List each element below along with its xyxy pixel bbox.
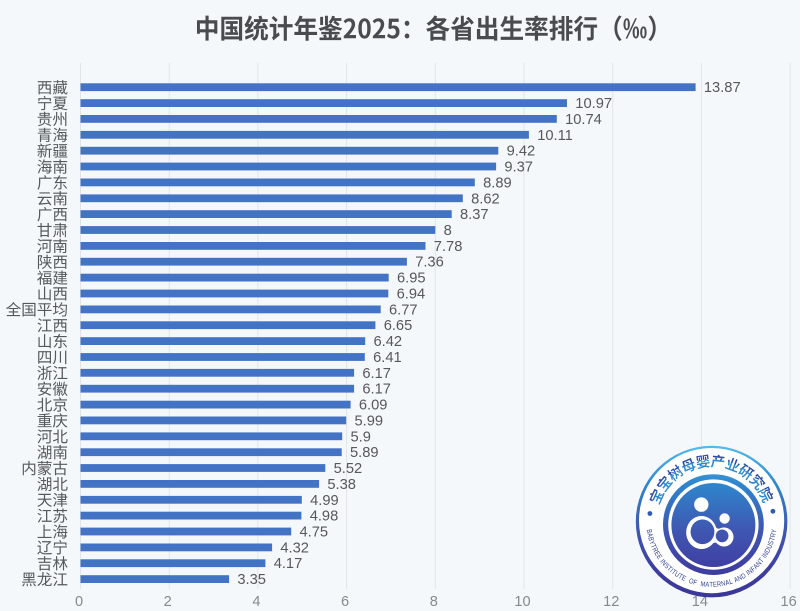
svg-text:U: U [766, 543, 775, 550]
svg-text:T: T [670, 568, 677, 576]
svg-text:B: B [646, 536, 654, 542]
svg-text:T: T [649, 543, 657, 549]
svg-text:5.52: 5.52 [334, 461, 363, 477]
svg-text:N: N [762, 550, 771, 558]
svg-text:A: A [645, 532, 653, 538]
svg-text:U: U [673, 571, 681, 580]
svg-text:8: 8 [430, 594, 438, 610]
svg-text:F: F [692, 579, 697, 587]
svg-text:I: I [745, 570, 751, 577]
svg-text:N: N [746, 568, 754, 577]
svg-text:Y: Y [770, 528, 778, 534]
svg-text:F: F [750, 565, 758, 573]
svg-text:A: A [705, 581, 710, 589]
svg-text:T: T [758, 557, 766, 565]
svg-text:9.42: 9.42 [507, 144, 536, 160]
svg-text:4: 4 [252, 594, 260, 610]
svg-text:7.78: 7.78 [434, 239, 463, 255]
svg-text:8.62: 8.62 [471, 191, 500, 207]
svg-text:4.98: 4.98 [310, 509, 339, 525]
svg-text:R: R [650, 547, 659, 554]
svg-text:4.17: 4.17 [274, 556, 303, 572]
svg-text:E: E [713, 581, 718, 589]
svg-text:5.89: 5.89 [350, 445, 379, 461]
svg-text:I: I [761, 554, 768, 560]
svg-text:3.35: 3.35 [237, 572, 266, 588]
svg-text:5.38: 5.38 [327, 477, 356, 493]
svg-text:A: A [752, 562, 761, 571]
svg-text:10: 10 [514, 594, 530, 610]
svg-text:16: 16 [780, 594, 796, 610]
svg-text:E: E [655, 553, 664, 561]
svg-text:6.41: 6.41 [373, 350, 402, 366]
svg-text:I: I [668, 567, 674, 574]
svg-text:6.42: 6.42 [374, 334, 403, 350]
svg-text:L: L [728, 578, 734, 586]
svg-text:10.74: 10.74 [565, 112, 602, 128]
svg-text:6: 6 [341, 594, 349, 610]
svg-text:6.77: 6.77 [389, 302, 418, 318]
svg-text:S: S [767, 539, 776, 546]
svg-text:5.99: 5.99 [355, 413, 384, 429]
svg-text:4.99: 4.99 [310, 493, 339, 509]
svg-text:I: I [658, 558, 665, 564]
svg-text:8: 8 [444, 223, 452, 239]
svg-text:4.32: 4.32 [280, 540, 309, 556]
svg-text:5.9: 5.9 [351, 429, 371, 445]
svg-text:A: A [733, 576, 740, 585]
svg-text:S: S [662, 562, 671, 571]
svg-text:D: D [764, 547, 773, 554]
svg-text:10.11: 10.11 [537, 128, 573, 144]
svg-text:6.17: 6.17 [362, 382, 391, 398]
svg-text:8.37: 8.37 [460, 207, 489, 223]
svg-text:R: R [717, 581, 722, 589]
svg-text:T: T [665, 565, 673, 573]
svg-text:2: 2 [164, 594, 172, 610]
svg-text:T: T [709, 581, 713, 589]
svg-text:8.89: 8.89 [483, 175, 512, 191]
svg-text:6.95: 6.95 [397, 271, 426, 287]
svg-text:E: E [652, 550, 661, 558]
svg-text:B: B [645, 529, 653, 534]
svg-text:6.94: 6.94 [397, 287, 426, 303]
svg-text:D: D [740, 572, 748, 581]
svg-text:T: T [769, 536, 777, 542]
svg-text:10.97: 10.97 [575, 96, 612, 112]
svg-text:N: N [755, 560, 764, 568]
svg-text:M: M [700, 580, 706, 588]
svg-text:6.09: 6.09 [359, 398, 388, 414]
svg-text:O: O [688, 577, 695, 586]
svg-text:6.65: 6.65 [384, 318, 413, 334]
svg-text:13.87: 13.87 [704, 80, 741, 96]
svg-text:7.36: 7.36 [415, 255, 444, 271]
svg-text:9.37: 9.37 [504, 160, 533, 176]
svg-text:N: N [659, 559, 668, 567]
svg-text:A: A [725, 579, 731, 588]
svg-text:N: N [736, 574, 743, 583]
svg-text:4.75: 4.75 [300, 525, 329, 541]
svg-text:Y: Y [647, 540, 656, 547]
svg-text:6.17: 6.17 [362, 366, 391, 382]
svg-text:N: N [721, 580, 727, 588]
svg-text:0: 0 [75, 594, 83, 610]
svg-text:14: 14 [692, 594, 708, 610]
svg-text:T: T [677, 573, 684, 581]
svg-text:R: R [770, 532, 779, 538]
svg-text:E: E [680, 574, 687, 583]
svg-text:12: 12 [603, 594, 619, 610]
